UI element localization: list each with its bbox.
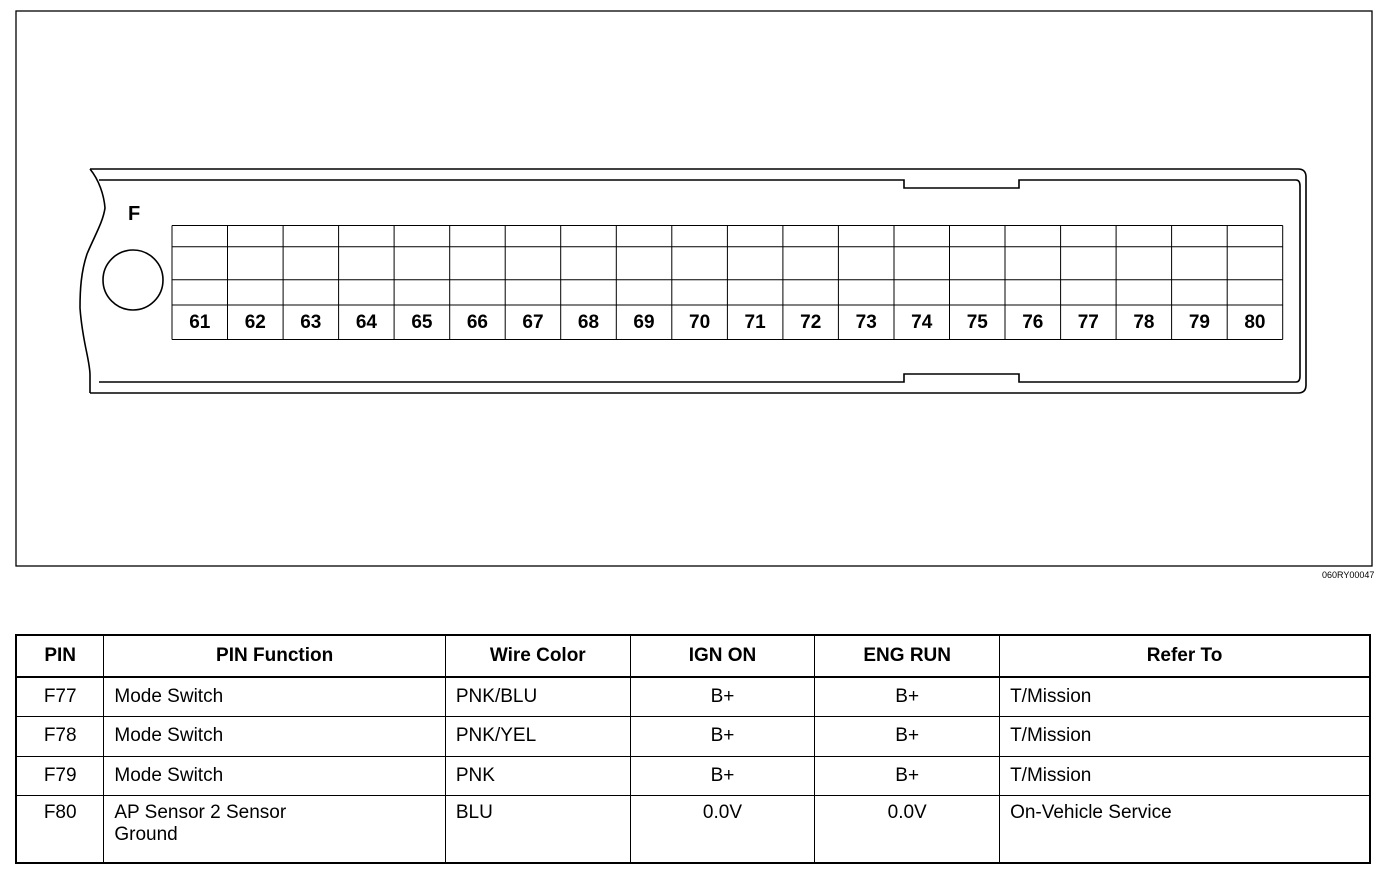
svg-text:78: 78 bbox=[1133, 312, 1154, 333]
svg-text:64: 64 bbox=[356, 312, 378, 333]
svg-text:62: 62 bbox=[245, 312, 266, 333]
svg-text:74: 74 bbox=[911, 312, 933, 333]
svg-text:75: 75 bbox=[967, 312, 989, 333]
svg-text:77: 77 bbox=[1078, 312, 1099, 333]
svg-text:65: 65 bbox=[411, 312, 433, 333]
svg-text:70: 70 bbox=[689, 312, 710, 333]
svg-text:73: 73 bbox=[856, 312, 877, 333]
svg-text:63: 63 bbox=[300, 312, 321, 333]
svg-text:060RY00047: 060RY00047 bbox=[1322, 570, 1374, 580]
svg-text:67: 67 bbox=[522, 312, 543, 333]
svg-text:F: F bbox=[128, 203, 140, 225]
svg-text:69: 69 bbox=[633, 312, 654, 333]
svg-text:72: 72 bbox=[800, 312, 821, 333]
svg-text:76: 76 bbox=[1022, 312, 1043, 333]
svg-text:80: 80 bbox=[1244, 312, 1265, 333]
svg-text:79: 79 bbox=[1189, 312, 1210, 333]
svg-text:66: 66 bbox=[467, 312, 488, 333]
svg-text:61: 61 bbox=[189, 312, 211, 333]
svg-text:68: 68 bbox=[578, 312, 599, 333]
svg-text:71: 71 bbox=[745, 312, 767, 333]
